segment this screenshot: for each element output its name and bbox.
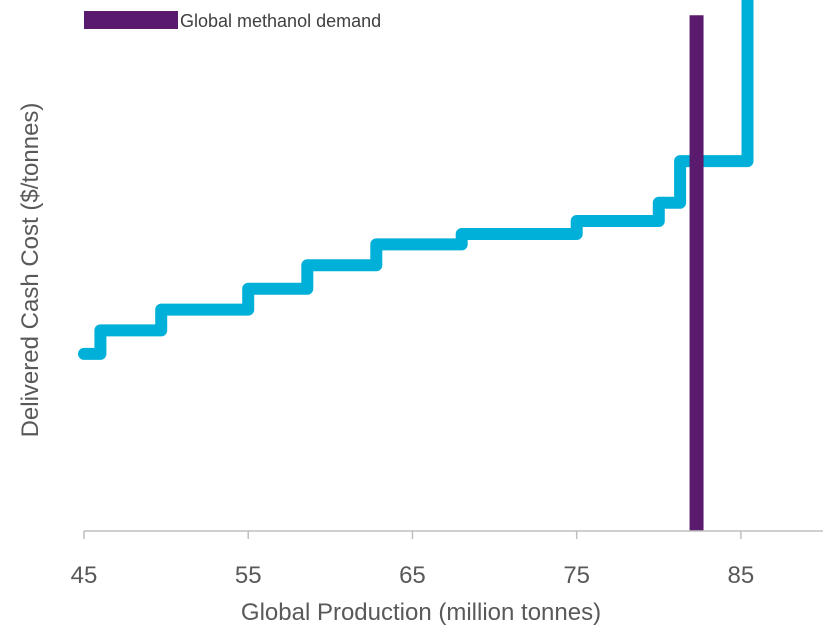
y-axis-title: Delivered Cash Cost ($/tonnes) (17, 103, 44, 438)
series-cost-curve (78, 0, 754, 360)
chart-marks (78, 0, 754, 531)
legend: Global methanol demand (84, 11, 381, 31)
x-axis-ticks: 45 55 65 75 85 (71, 531, 755, 589)
x-tick-label-55: 55 (235, 562, 262, 589)
x-tick-label-45: 45 (71, 562, 98, 589)
x-tick-label-85: 85 (728, 562, 755, 589)
legend-swatch-demand (84, 11, 178, 29)
x-axis-title: Global Production (million tonnes) (241, 599, 601, 626)
legend-label-demand: Global methanol demand (180, 11, 381, 31)
x-tick-label-75: 75 (563, 562, 590, 589)
x-tick-label-65: 65 (399, 562, 426, 589)
